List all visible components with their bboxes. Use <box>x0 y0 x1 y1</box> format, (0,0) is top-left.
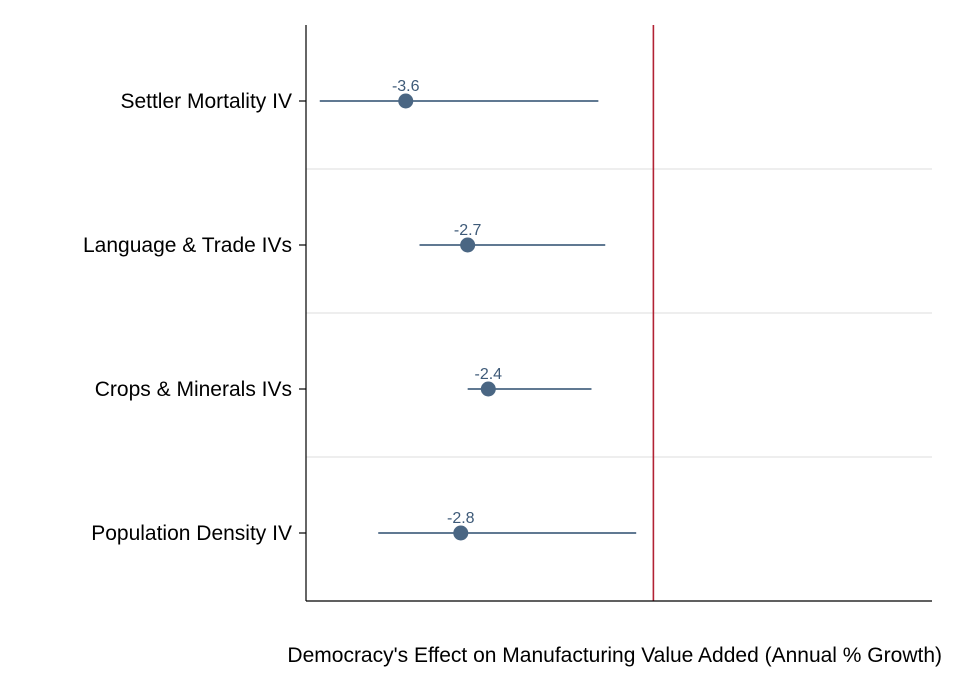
estimate-value-label: -3.6 <box>392 78 420 95</box>
category-label: Language & Trade IVs <box>83 234 292 257</box>
estimate-row: Population Density IV -2.8 <box>91 510 637 545</box>
category-label: Settler Mortality IV <box>120 90 292 113</box>
point-estimate <box>398 93 414 109</box>
estimate-value-label: -2.7 <box>454 222 482 239</box>
estimate-row: Settler Mortality IV -3.6 <box>120 78 599 113</box>
point-estimate <box>480 381 496 397</box>
estimate-value-label: -2.4 <box>475 366 503 383</box>
point-estimate <box>460 237 476 253</box>
x-axis-title: Democracy's Effect on Manufacturing Valu… <box>287 644 942 667</box>
category-label: Crops & Minerals IVs <box>95 378 292 401</box>
row-separators <box>306 168 932 458</box>
estimate-row: Crops & Minerals IVs -2.4 <box>95 366 592 401</box>
estimate-row: Language & Trade IVs -2.7 <box>83 222 606 257</box>
estimate-value-label: -2.8 <box>447 510 475 527</box>
estimate-rows: Settler Mortality IV -3.6 Language & Trade… <box>83 78 637 545</box>
category-label: Population Density IV <box>91 522 292 545</box>
point-estimate <box>453 525 469 541</box>
